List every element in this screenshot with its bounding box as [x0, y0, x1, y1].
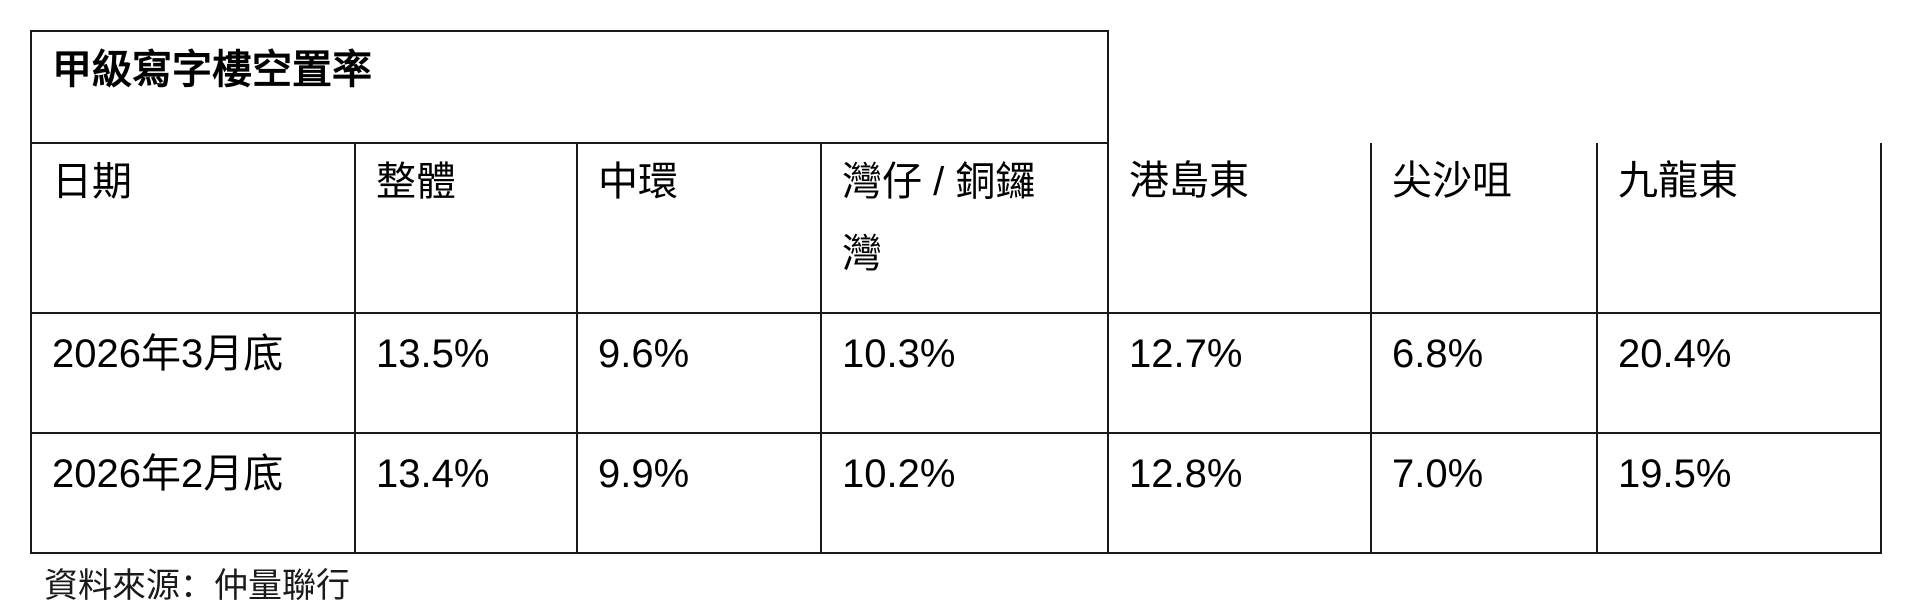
- empty-area: [1108, 31, 1371, 143]
- value-cell-central: 9.6%: [576, 312, 822, 434]
- column-header-tsimshatsui: 尖沙咀: [1370, 143, 1598, 314]
- value-cell-central: 9.9%: [576, 432, 822, 554]
- column-header-central: 中環: [576, 142, 822, 314]
- value-cell-tsimshatsui: 7.0%: [1370, 432, 1598, 554]
- date-cell: 2026年2月底: [30, 432, 356, 554]
- date-cell: 2026年3月底: [30, 312, 356, 434]
- value-cell-wanchai-causewaybay: 10.3%: [820, 312, 1109, 434]
- column-header-date: 日期: [30, 142, 356, 314]
- table-title: 甲級寫字樓空置率: [30, 30, 1109, 144]
- empty-area: [1371, 31, 1597, 143]
- value-cell-overall: 13.4%: [354, 432, 578, 554]
- column-header-kowloon-east: 九龍東: [1596, 143, 1882, 314]
- column-header-wanchai-causewaybay: 灣仔 / 銅鑼灣: [820, 142, 1109, 314]
- value-cell-wanchai-causewaybay: 10.2%: [820, 432, 1109, 554]
- table-row: 2026年2月底 13.4% 9.9% 10.2% 12.8% 7.0% 19.…: [30, 432, 1882, 554]
- value-cell-hkisland-east: 12.7%: [1107, 312, 1372, 434]
- value-cell-hkisland-east: 12.8%: [1107, 432, 1372, 554]
- header-row: 日期 整體 中環 灣仔 / 銅鑼灣 港島東 尖沙咀 九龍東: [30, 142, 1882, 314]
- vacancy-rate-table: 甲級寫字樓空置率 日期 整體 中環 灣仔 / 銅鑼灣 港島東 尖沙咀 九龍東 2…: [30, 30, 1882, 554]
- title-row: 甲級寫字樓空置率: [30, 30, 1881, 144]
- source-note: 資料來源：仲量聯行: [44, 567, 350, 602]
- value-cell-overall: 13.5%: [354, 312, 578, 434]
- column-header-hkisland-east: 港島東: [1107, 143, 1372, 314]
- column-header-overall: 整體: [354, 142, 578, 314]
- value-cell-tsimshatsui: 6.8%: [1370, 312, 1598, 434]
- value-cell-kowloon-east: 20.4%: [1596, 312, 1882, 434]
- value-cell-kowloon-east: 19.5%: [1596, 432, 1882, 554]
- empty-area: [1597, 31, 1881, 143]
- table-row: 2026年3月底 13.5% 9.6% 10.3% 12.7% 6.8% 20.…: [30, 312, 1882, 434]
